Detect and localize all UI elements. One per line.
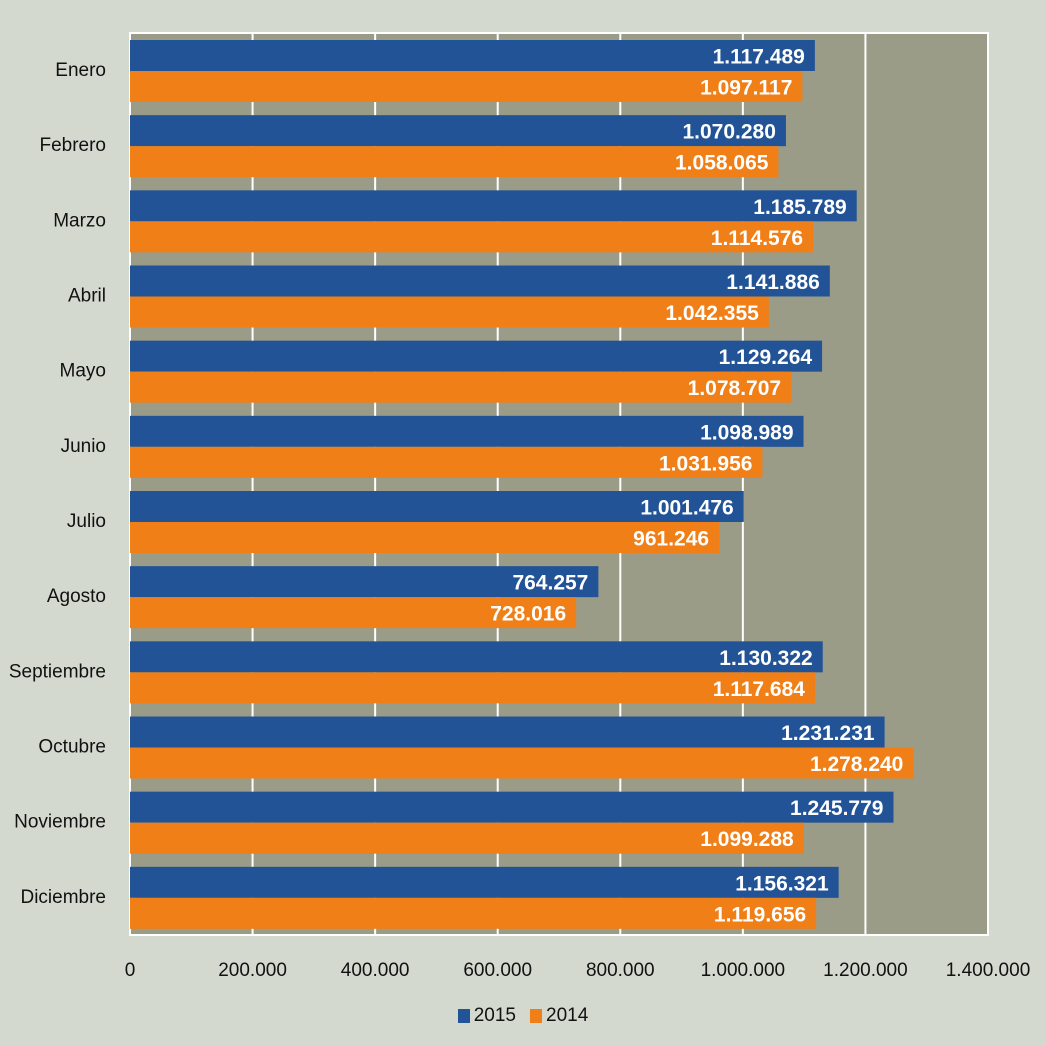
x-tick-label: 1.200.000 <box>823 960 908 981</box>
data-label-2015: 1.245.779 <box>790 797 883 820</box>
category-label: Mayo <box>60 361 106 382</box>
bar-chart: 0 200.000 400.000 600.000 800.000 1.000.000 1.… <box>9 32 1031 981</box>
bar-2015 <box>130 566 599 598</box>
data-label-2015: 764.257 <box>512 572 588 595</box>
data-label-2015: 1.070.280 <box>682 121 775 144</box>
data-label-2014: 1.058.065 <box>675 152 769 175</box>
plot-area <box>129 32 989 936</box>
bar-2014 <box>130 822 804 854</box>
bar-2015 <box>130 415 804 447</box>
bar-2014 <box>130 371 792 403</box>
data-label-2015: 1.129.264 <box>719 346 813 369</box>
data-label-2015: 1.117.489 <box>713 46 805 69</box>
bar-2014 <box>130 71 803 102</box>
data-label-2014: 1.031.956 <box>659 452 752 475</box>
data-label-2015: 1.130.322 <box>719 647 812 670</box>
bar-2015 <box>130 340 823 372</box>
data-label-2014: 1.099.288 <box>700 828 794 851</box>
bar-2014 <box>130 446 763 478</box>
data-label-2015: 1.231.231 <box>781 722 875 745</box>
bar-2014 <box>130 146 779 178</box>
category-label: Octubre <box>38 737 106 758</box>
bar-2014 <box>130 296 769 328</box>
data-label-2015: 1.185.789 <box>753 196 846 219</box>
category-label: Abril <box>68 286 106 307</box>
x-tick-label: 1.000.000 <box>701 960 786 981</box>
category-label: Septiembre <box>9 661 106 682</box>
legend: 2015 2014 <box>0 1005 1046 1027</box>
legend-item-2014: 2014 <box>530 1005 588 1027</box>
category-label: Julio <box>67 511 106 532</box>
x-tick-label: 400.000 <box>341 960 410 981</box>
bar-2014 <box>130 672 815 704</box>
category-label: Junio <box>61 436 106 457</box>
data-label-2014: 1.117.684 <box>713 678 806 701</box>
bar-2015 <box>130 791 894 823</box>
data-label-2015: 1.001.476 <box>640 497 733 520</box>
x-tick-label: 800.000 <box>586 960 655 981</box>
x-tick-label: 0 <box>125 960 136 981</box>
x-tick-label: 600.000 <box>463 960 532 981</box>
x-tick-label: 200.000 <box>218 960 287 981</box>
data-label-2014: 1.042.355 <box>665 302 759 325</box>
category-label: Noviembre <box>14 812 106 833</box>
bar-2014 <box>130 522 720 553</box>
bar-2015 <box>130 190 857 222</box>
data-label-2014: 1.097.117 <box>700 77 792 100</box>
category-label: Enero <box>55 60 106 81</box>
category-label: Agosto <box>47 586 106 607</box>
data-label-2014: 1.078.707 <box>688 377 781 400</box>
category-label: Marzo <box>53 210 106 231</box>
legend-swatch-2014 <box>530 1009 542 1023</box>
bar-2015 <box>130 641 823 673</box>
data-label-2015: 1.156.321 <box>735 872 829 895</box>
category-label: Diciembre <box>20 887 106 908</box>
legend-label-2014: 2014 <box>546 1005 589 1026</box>
bar-2014 <box>130 747 914 779</box>
bar-2015 <box>130 866 839 898</box>
data-label-2015: 1.098.989 <box>700 421 793 444</box>
legend-label-2015: 2015 <box>473 1005 516 1026</box>
data-label-2015: 1.141.886 <box>726 271 819 294</box>
legend-item-2015: 2015 <box>457 1005 516 1027</box>
data-label-2014: 1.278.240 <box>810 753 903 776</box>
bar-2015 <box>130 265 830 297</box>
x-tick-label: 1.400.000 <box>946 960 1031 981</box>
data-label-2014: 1.114.576 <box>711 227 803 250</box>
bar-2015 <box>130 40 815 71</box>
category-label: Febrero <box>39 135 106 156</box>
bar-2014 <box>130 221 814 253</box>
data-label-2014: 961.246 <box>633 528 709 551</box>
bar-2015 <box>130 115 786 147</box>
legend-swatch-2015 <box>457 1009 470 1023</box>
bar-2015 <box>130 491 744 522</box>
data-label-2014: 1.119.656 <box>714 903 806 926</box>
data-label-2014: 728.016 <box>490 603 566 626</box>
bar-2014 <box>130 597 577 629</box>
bar-2014 <box>130 897 817 929</box>
bar-2015 <box>130 716 885 748</box>
